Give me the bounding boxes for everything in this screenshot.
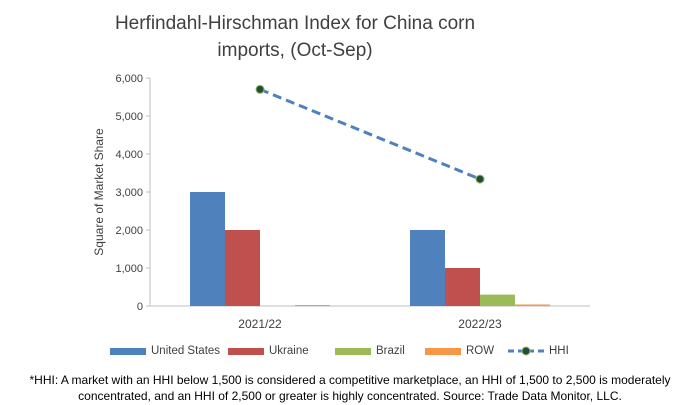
y-axis-label: Square of Market Share bbox=[92, 128, 106, 256]
legend-label: ROW bbox=[466, 345, 495, 357]
legend-swatch bbox=[228, 347, 264, 355]
x-tick-label: 2022/23 bbox=[458, 317, 502, 331]
y-tick-label: 2,000 bbox=[115, 225, 143, 237]
legend-item-brazil: Brazil bbox=[335, 345, 405, 357]
bar-united-states bbox=[410, 230, 445, 306]
x-tick-label: 2021/22 bbox=[238, 317, 282, 331]
legend-item-row: ROW bbox=[425, 345, 494, 357]
chart-area: 0 1,000 2,000 3,000 4,000 5,000 6,000 Square of… bbox=[92, 73, 590, 331]
hhi-point bbox=[475, 174, 485, 184]
bar-row bbox=[515, 304, 550, 306]
legend-marker-sample bbox=[521, 346, 531, 356]
y-tick-label: 5,000 bbox=[115, 111, 143, 123]
legend-label: Ukraine bbox=[269, 345, 309, 357]
bar-united-states bbox=[190, 192, 225, 306]
chart-title-line-1: Herfindahl-Hirschman Index for China cor… bbox=[114, 13, 476, 34]
chart-title-line-2: imports, (Oct-Sep) bbox=[217, 40, 373, 61]
y-tick-label: 6,000 bbox=[115, 73, 143, 85]
bar-ukraine bbox=[225, 230, 260, 306]
hhi-point bbox=[255, 84, 265, 94]
hhi-line bbox=[259, 88, 481, 181]
chart-legend: United States Ukraine Brazil ROW HHI bbox=[110, 345, 590, 361]
legend-item-hhi: HHI bbox=[508, 345, 569, 357]
legend-item-ukraine: Ukraine bbox=[228, 345, 309, 357]
bar-brazil bbox=[480, 294, 515, 306]
legend-label: HHI bbox=[549, 345, 569, 357]
y-tick-label: 0 bbox=[137, 301, 143, 313]
legend-swatch bbox=[335, 347, 371, 355]
y-tick-label: 4,000 bbox=[115, 149, 143, 161]
y-tick-label: 3,000 bbox=[115, 187, 143, 199]
bar-ukraine bbox=[445, 268, 480, 306]
legend-swatch bbox=[508, 346, 544, 356]
chart-title: Herfindahl-Hirschman Index for China cor… bbox=[0, 10, 590, 64]
footnote: *HHI: A market with an HHI below 1,500 i… bbox=[29, 373, 671, 403]
bar-row bbox=[295, 305, 330, 306]
y-tick-label: 1,000 bbox=[115, 263, 143, 275]
legend-swatch bbox=[425, 347, 461, 355]
legend-item-united-states: United States bbox=[110, 345, 220, 357]
legend-label: United States bbox=[151, 345, 221, 357]
legend-label: Brazil bbox=[376, 345, 405, 357]
legend-swatch bbox=[110, 347, 146, 355]
